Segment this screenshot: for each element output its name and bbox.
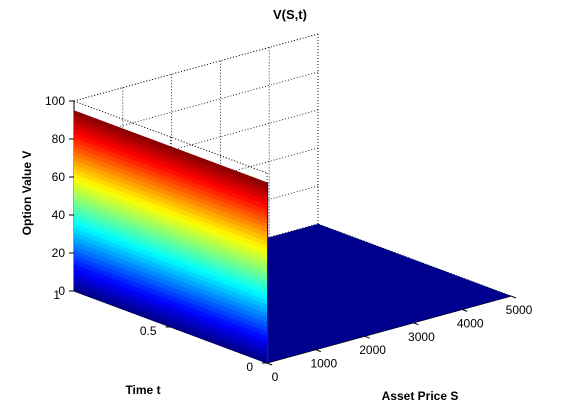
- x-tick-mark: [315, 349, 321, 353]
- z-tick-label: 60: [52, 170, 66, 184]
- y-tick-label: 1: [53, 288, 60, 302]
- y-tick-label: 0: [246, 360, 253, 374]
- x-tick-mark: [266, 362, 273, 366]
- grid-line-z-side: [73, 100, 268, 174]
- surface-drop-edge: [267, 182, 269, 363]
- x-tick-mark: [462, 308, 468, 312]
- x-tick-label: 2000: [359, 343, 386, 357]
- z-tick-label: 20: [52, 246, 66, 260]
- y-axis-title: Time t: [125, 383, 160, 397]
- x-tick-label: 0: [272, 370, 279, 384]
- z-tick-label: 0: [58, 284, 65, 298]
- chart-title: V(S,t): [273, 7, 307, 22]
- x-tick-label: 5000: [506, 303, 533, 317]
- grid-line-z-back: [73, 33, 319, 102]
- z-axis-title: Option Value V: [20, 151, 34, 236]
- x-tick-label: 1000: [310, 357, 337, 371]
- x-tick-label: 4000: [457, 316, 484, 330]
- x-tick-mark: [510, 295, 517, 299]
- z-tick-label: 40: [52, 208, 66, 222]
- x-tick-mark: [364, 335, 370, 339]
- x-tick-label: 3000: [408, 330, 435, 344]
- x-axis-title: Asset Price S: [382, 389, 459, 403]
- x-tick-mark: [413, 322, 419, 326]
- z-tick-label: 100: [45, 94, 65, 108]
- surface: [73, 110, 511, 364]
- y-tick-label: 0.5: [140, 324, 157, 338]
- z-tick-label: 80: [52, 132, 66, 146]
